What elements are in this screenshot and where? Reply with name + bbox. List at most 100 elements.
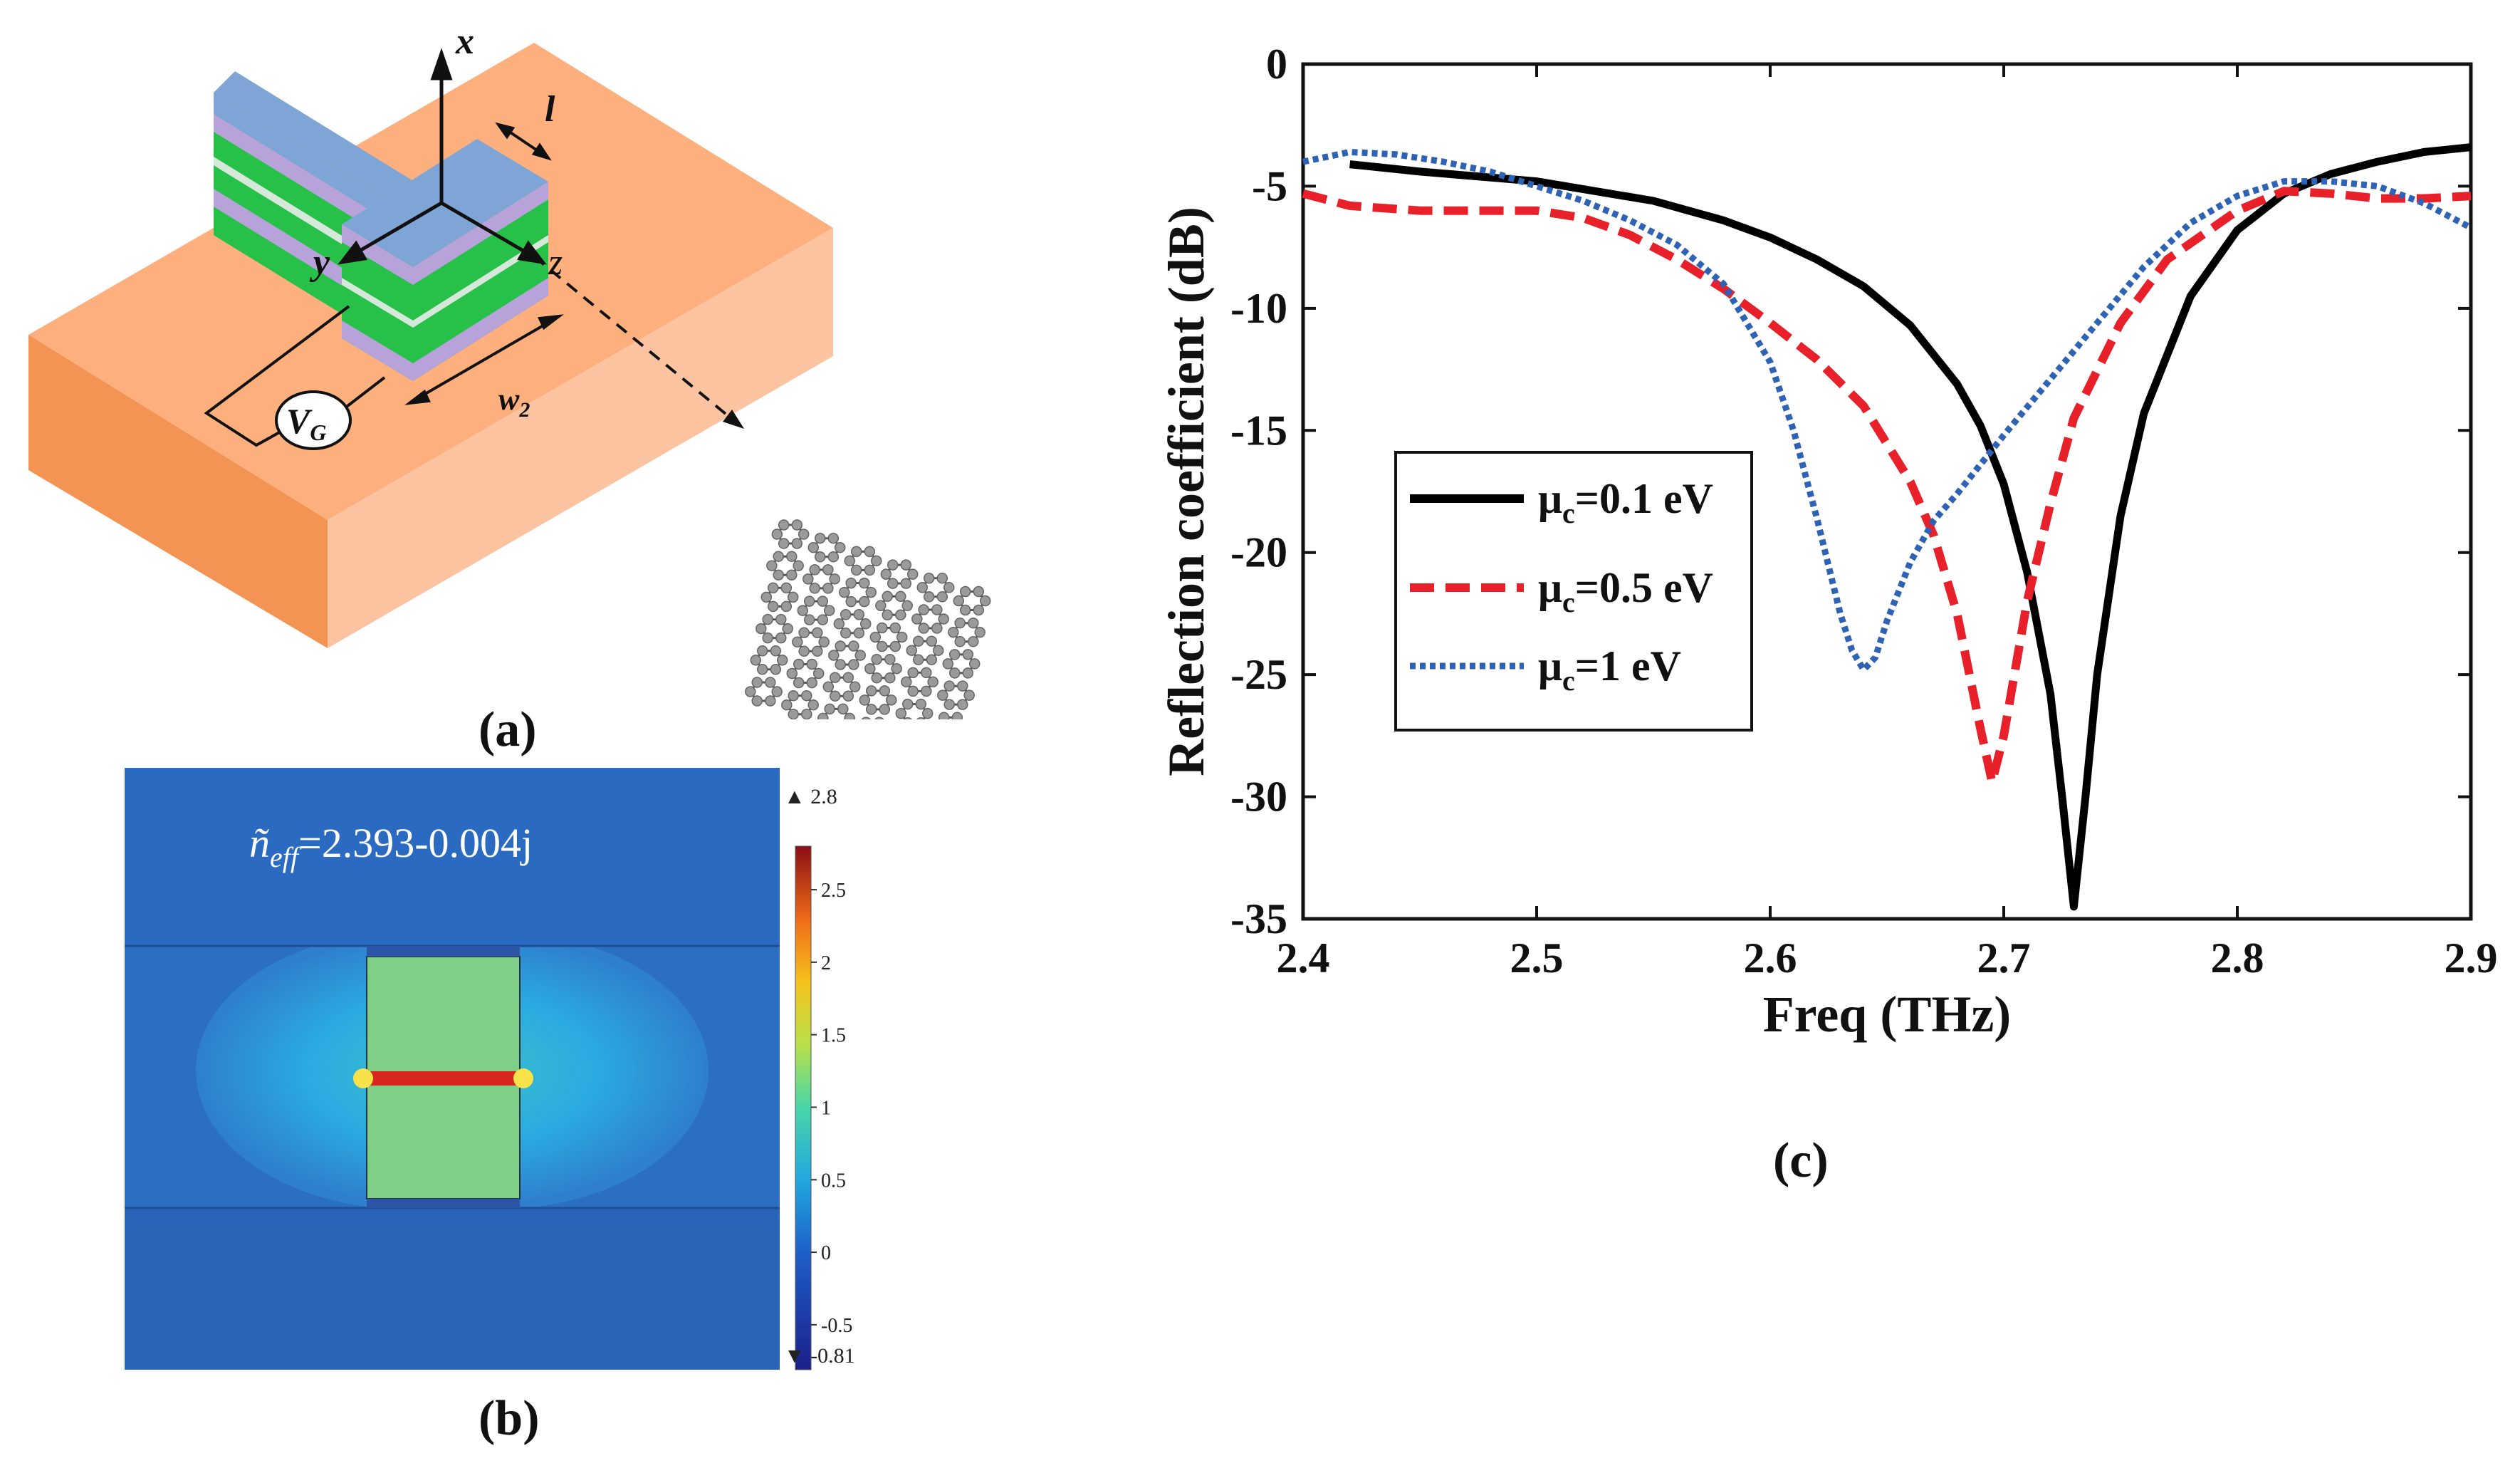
graphene-atom: [915, 698, 927, 710]
graphene-atom: [745, 686, 756, 697]
graphene-atom: [853, 628, 865, 639]
graphene-atom: [848, 640, 859, 652]
graphene-atom: [885, 694, 897, 706]
graphene-atom: [870, 555, 882, 567]
series-line-1: [1349, 143, 2472, 911]
x-tick-label: 2.8: [2211, 935, 2264, 982]
graphene-atom: [968, 635, 979, 647]
graphene-atom: [859, 595, 870, 608]
graphene-atom: [812, 667, 825, 680]
graphene-atom: [844, 712, 855, 719]
graphene-atom: [766, 560, 778, 571]
coordinate-axes: [338, 48, 547, 265]
graphene-atom: [859, 618, 872, 630]
neff-label: ñeff=2.393-0.004j: [249, 820, 533, 873]
dimension-w2-arrow: [404, 314, 564, 405]
x-axis-label: Freq (THz): [1763, 986, 2012, 1043]
graphene-atom: [943, 680, 955, 692]
caption-c: (c): [1773, 1133, 1829, 1188]
graphene-atom: [778, 538, 790, 549]
graphene-atom: [938, 712, 950, 719]
graphene-atom: [806, 677, 818, 689]
graphene-atom: [829, 573, 840, 585]
colorbar-max-label: ▲ 2.8: [784, 785, 837, 808]
graphene-atom: [798, 529, 810, 540]
voltage-source-icon: [275, 390, 352, 450]
graphene-atom: [918, 623, 929, 634]
graphene-atom: [797, 605, 809, 616]
graphene-atom: [793, 677, 805, 689]
graphene-atom: [916, 717, 926, 719]
graphene-atom: [771, 529, 783, 540]
graphene-atom: [943, 582, 955, 593]
graphene-atom: [865, 685, 877, 697]
graphene-atom: [822, 583, 834, 594]
graphene-atom: [801, 689, 812, 702]
graphene-atom: [889, 622, 901, 634]
graphene-atom: [871, 672, 882, 684]
graphene-atom: [798, 645, 810, 657]
graphene-atom: [817, 712, 829, 719]
graphene-atom: [907, 685, 919, 697]
graphene-atom: [798, 627, 810, 639]
x-tick-label: 2.4: [1277, 935, 1330, 982]
graphene-pointer-arrow: [533, 255, 744, 429]
graphene-atom: [936, 573, 948, 584]
graphene-atom: [842, 690, 854, 702]
graphene-atom: [842, 672, 854, 683]
graphene-atom: [827, 532, 840, 544]
y-tick-label: -10: [1230, 285, 1287, 332]
graphene-atom: [822, 681, 835, 692]
substrate-right-face: [328, 228, 833, 648]
graphene-atom: [921, 685, 932, 697]
graphene-atom: [781, 699, 793, 711]
y-tick-label: 0: [1266, 41, 1287, 88]
graphene-atom: [840, 609, 852, 620]
graphene-atom: [927, 676, 939, 688]
graphene-atom: [802, 573, 814, 585]
graphene-atom: [906, 568, 919, 580]
graphene-atom: [773, 551, 784, 562]
graphene-atom: [954, 617, 966, 629]
graphene-atom: [932, 645, 944, 656]
graphene-atom: [954, 635, 966, 647]
colorbar: [795, 845, 812, 1370]
graphene-atom: [844, 555, 856, 567]
graphene-atom: [807, 699, 819, 711]
graphene-atom: [791, 519, 803, 531]
graphene-atom: [901, 676, 912, 688]
x-tick-label: 2.9: [2445, 935, 2498, 982]
dimension-w2-label: w2: [498, 382, 530, 422]
graphene-atom: [891, 662, 902, 675]
graphene-atom: [809, 583, 820, 594]
graphene-atom: [884, 672, 896, 684]
device-schematic: x y z l w2 VG: [28, 21, 991, 719]
colorbar-tick-label: 0: [821, 1242, 831, 1264]
graphene-atom: [948, 626, 959, 638]
graphene-atom: [973, 585, 985, 598]
legend-label-series-2: μc=0.5 eV: [1538, 564, 1713, 618]
graphene-atom: [880, 568, 892, 580]
graphene-atom: [840, 628, 852, 639]
x-tick-label: 2.5: [1510, 935, 1564, 982]
colorbar-tick-label: 1.5: [821, 1025, 846, 1047]
graphene-atom: [951, 712, 963, 719]
graphene-atom: [850, 546, 862, 558]
graphene-atom: [818, 636, 830, 648]
graphene-atom: [918, 604, 929, 615]
graphene-atom: [953, 595, 965, 607]
graphene-atom: [887, 578, 899, 589]
axis-z-label: z: [548, 242, 563, 283]
graphene-atom: [762, 632, 773, 644]
graphene-atom: [896, 631, 908, 643]
voltage-source-label: VG: [286, 401, 326, 445]
graphene-atom: [865, 586, 877, 598]
graphene-atom: [822, 564, 834, 576]
graphene-atom: [823, 605, 835, 616]
graphene-atom: [770, 664, 782, 675]
graphene-atom: [782, 623, 793, 635]
graphene-atom: [829, 690, 841, 702]
legend-label-series-1: μc=0.1 eV: [1538, 475, 1713, 529]
graphene-atom: [791, 538, 803, 549]
graphene-atom: [879, 685, 891, 697]
